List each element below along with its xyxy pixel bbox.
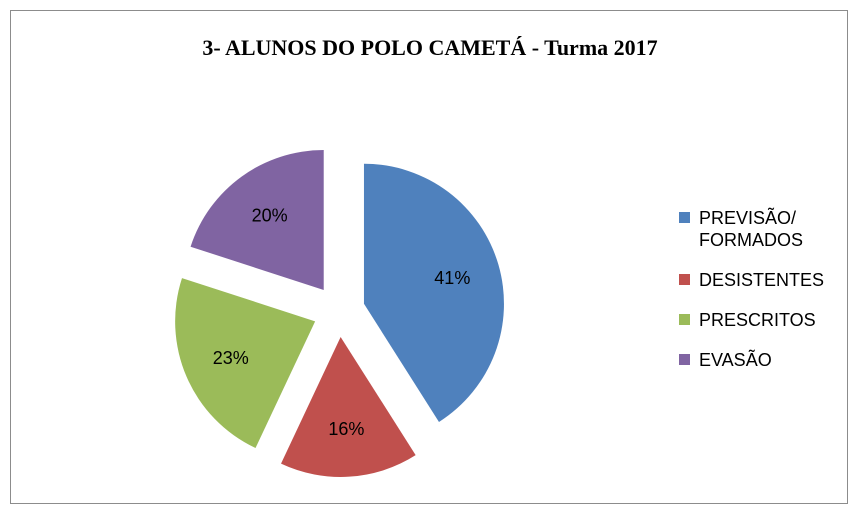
legend-label: PRESCRITOS — [699, 309, 816, 331]
legend-swatch — [679, 212, 690, 223]
legend-label: PREVISÃO/FORMADOS — [699, 207, 803, 251]
legend-label-line: PRESCRITOS — [699, 310, 816, 330]
slice-data-label: 16% — [328, 419, 364, 439]
chart-area: 3- ALUNOS DO POLO CAMETÁ - Turma 2017 41… — [10, 10, 848, 504]
legend-label-line: PREVISÃO/ — [699, 208, 797, 228]
legend-label-line: FORMADOS — [699, 230, 804, 250]
legend: PREVISÃO/FORMADOS DESISTENTES PRESCRITOS EV… — [679, 207, 824, 389]
pie-slice-0 — [363, 163, 504, 422]
slice-data-label: 23% — [213, 348, 249, 368]
legend-item: PRESCRITOS — [679, 309, 824, 331]
pie-slice-1 — [281, 336, 416, 477]
legend-swatch — [679, 314, 690, 325]
slice-data-label: 41% — [434, 268, 470, 288]
legend-label-line: EVASÃO — [699, 350, 772, 370]
legend-label: EVASÃO — [699, 349, 772, 371]
legend-item: EVASÃO — [679, 349, 824, 371]
pie-slice-2 — [175, 278, 316, 449]
legend-swatch — [679, 354, 690, 365]
pie-slice-3 — [190, 149, 324, 290]
pie-chart: 41% 16% 23% 20% — [175, 149, 504, 477]
chart-title: 3- ALUNOS DO POLO CAMETÁ - Turma 2017 — [202, 35, 658, 60]
legend-item: PREVISÃO/FORMADOS — [679, 207, 824, 251]
legend-item: DESISTENTES — [679, 269, 824, 291]
legend-label-line: DESISTENTES — [699, 270, 825, 290]
slice-data-label: 20% — [252, 206, 288, 226]
legend-swatch — [679, 274, 690, 285]
legend-label: DESISTENTES — [699, 269, 824, 291]
